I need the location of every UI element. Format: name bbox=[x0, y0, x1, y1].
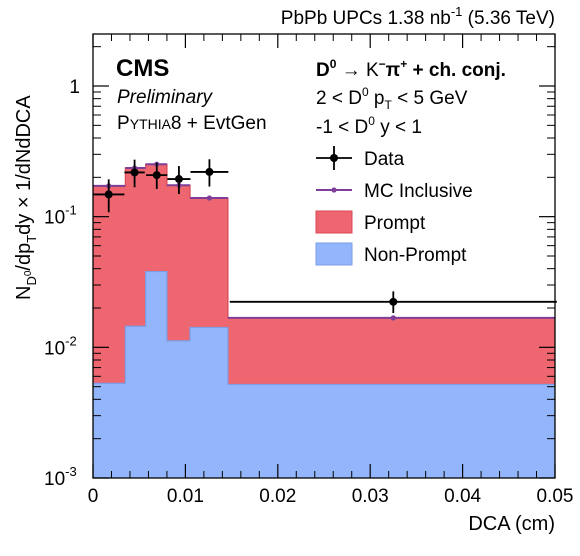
y-tick-base: 1 bbox=[69, 77, 80, 98]
y-cut-post: y < 1 bbox=[375, 117, 422, 138]
decay-label: D0 → K−π+ + ch. conj. bbox=[316, 57, 506, 81]
data-point bbox=[205, 167, 214, 176]
x-axis-title: DCA (cm) bbox=[468, 513, 555, 535]
data-point bbox=[152, 171, 161, 180]
cms-label: CMS bbox=[116, 55, 169, 82]
stack-fills bbox=[93, 163, 555, 479]
pt-cut-sub: T bbox=[385, 98, 393, 112]
x-tick-label: 0.04 bbox=[444, 486, 481, 507]
data-point bbox=[174, 175, 183, 184]
decay-d-sup: 0 bbox=[330, 57, 337, 71]
legend-label: Non-Prompt bbox=[364, 245, 467, 266]
non-prompt-edge bbox=[93, 270, 555, 386]
y-cut-d-sup: 0 bbox=[368, 114, 375, 128]
decay-pi: π bbox=[386, 60, 401, 81]
y-tick-exponent: -2 bbox=[65, 333, 77, 348]
header-exponent: -1 bbox=[451, 4, 463, 19]
legend-mc-marker bbox=[331, 187, 337, 193]
y-tick-base: 10 bbox=[44, 338, 65, 359]
legend-label: Prompt bbox=[364, 213, 426, 234]
non-prompt-area bbox=[93, 271, 555, 478]
decay-tail: + ch. conj. bbox=[407, 60, 506, 81]
legend: Data MC Inclusive Prompt Non-Prompt bbox=[315, 146, 473, 266]
legend-swatch bbox=[315, 210, 353, 234]
y-tick-label: 10-3 bbox=[44, 464, 77, 490]
y-title-d-sub-sup: 0 bbox=[23, 270, 34, 276]
decay-k-sup: − bbox=[379, 57, 386, 71]
legend-data-marker bbox=[330, 154, 338, 162]
pt-cut-post: < 5 GeV bbox=[392, 88, 468, 109]
x-tick-label: 0.05 bbox=[537, 486, 574, 507]
generator-label: PYTHIA8 + EvtGen bbox=[117, 113, 267, 134]
x-tick-label: 0.02 bbox=[259, 486, 296, 507]
header-tail: (5.36 TeV) bbox=[462, 8, 555, 29]
y-tick-label: 1 bbox=[69, 77, 80, 98]
generator-tail: 8 + EvtGen bbox=[171, 113, 267, 134]
legend-swatch bbox=[315, 242, 353, 266]
generator-smallcaps: YTHIA bbox=[130, 116, 172, 132]
decay-arrow: → K bbox=[336, 60, 379, 81]
legend-label: MC Inclusive bbox=[364, 181, 473, 202]
y-tick-exponent: -3 bbox=[65, 464, 77, 479]
y-title-t-sub: T bbox=[24, 235, 39, 243]
mc-inclusive-point bbox=[390, 315, 396, 321]
y-tick-base: 10 bbox=[44, 469, 65, 490]
decay-pi-sup: + bbox=[400, 57, 407, 71]
pt-cut-mid: p bbox=[369, 88, 385, 109]
y-tick-label: 10-2 bbox=[44, 333, 77, 359]
data-point bbox=[130, 168, 139, 177]
x-tick-label: 0.01 bbox=[167, 486, 204, 507]
y-tick-exponent: -1 bbox=[65, 203, 77, 218]
pt-cut-label: 2 < D0 pT < 5 GeV bbox=[316, 85, 468, 112]
y-cut-label: -1 < D0 y < 1 bbox=[316, 114, 422, 138]
y-tick-base: 10 bbox=[44, 208, 65, 229]
legend-label: Data bbox=[364, 149, 405, 170]
data-point bbox=[389, 297, 398, 306]
pt-cut-d-sup: 0 bbox=[362, 85, 369, 99]
x-tick-label: 0 bbox=[88, 486, 99, 507]
x-tick-label: 0.03 bbox=[352, 486, 389, 507]
y-title-mid: /dp bbox=[13, 243, 35, 271]
mc-inclusive-point bbox=[206, 195, 213, 201]
chart-header: PbPb UPCs 1.38 nb-1 (5.36 TeV) bbox=[281, 4, 555, 29]
y-title-tail: dy × 1/dNdDCA bbox=[13, 95, 35, 235]
data-series bbox=[93, 159, 557, 314]
y-title-d-sub: D bbox=[24, 276, 39, 285]
data-point bbox=[104, 190, 113, 199]
preliminary-label: Preliminary bbox=[117, 87, 214, 108]
y-tick-label: 10-1 bbox=[44, 203, 77, 229]
y-axis-title: ND0/dpTdy × 1/dNdDCA bbox=[13, 95, 39, 300]
